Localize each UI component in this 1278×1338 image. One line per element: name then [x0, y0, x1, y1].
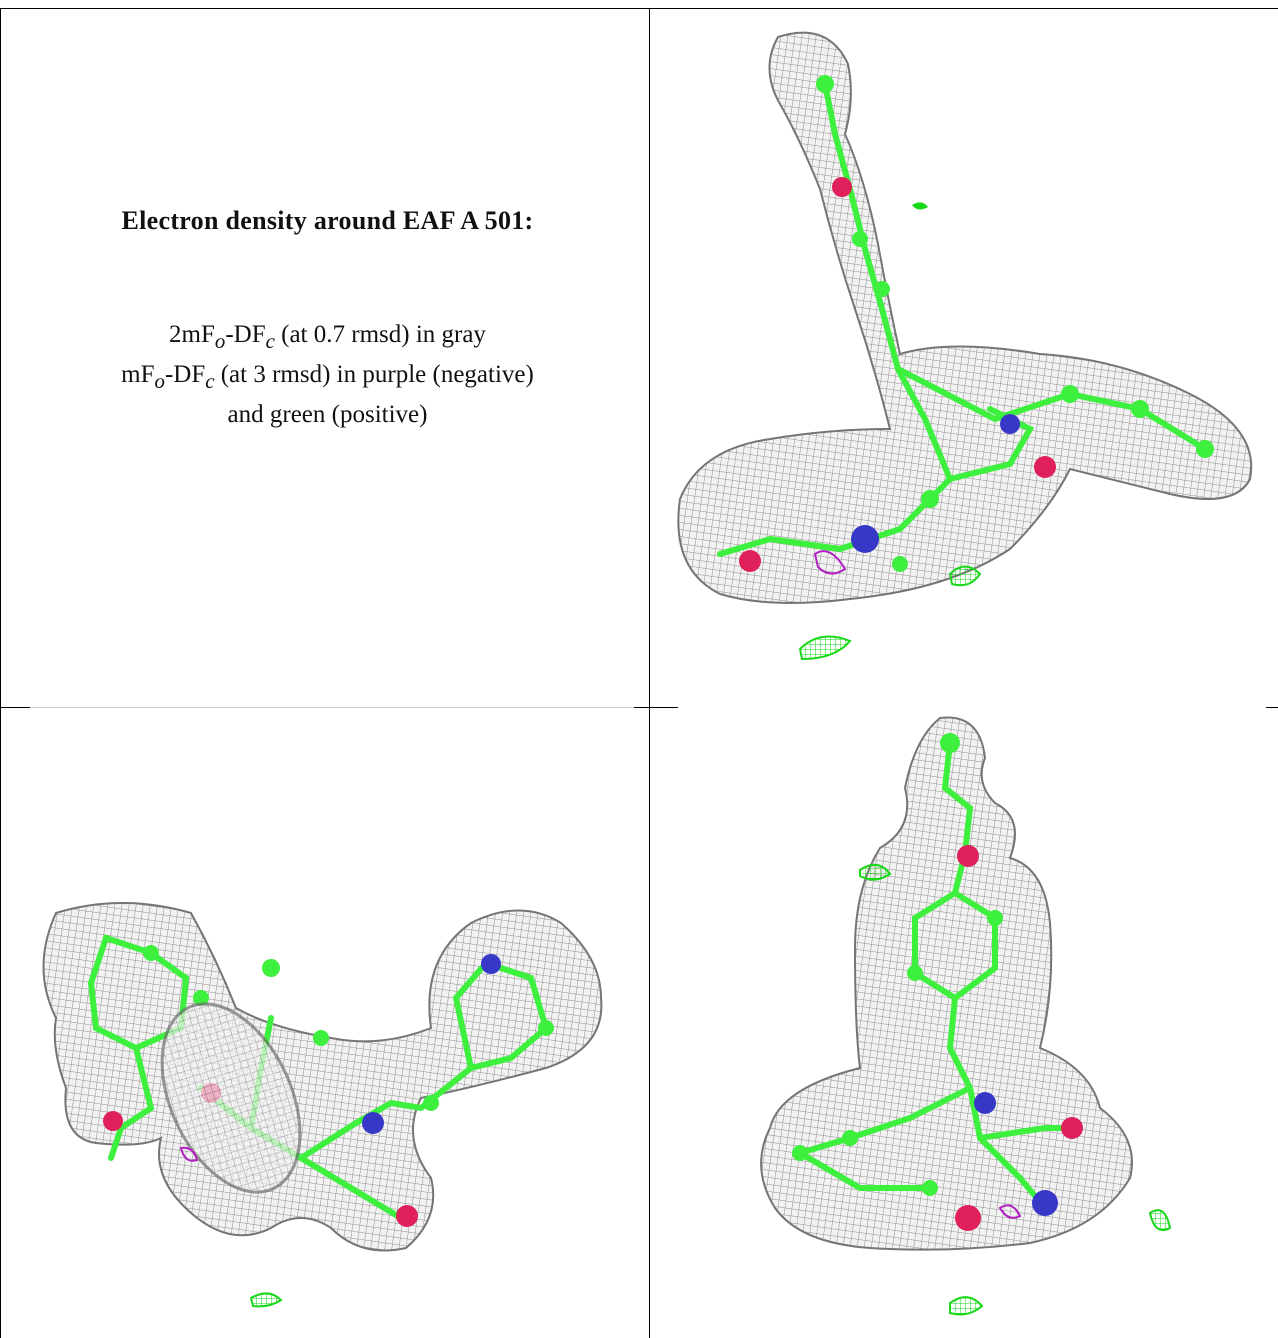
- density-mesh: [760, 716, 1133, 1251]
- atom-carbon: [987, 910, 1003, 926]
- density-view-3: [760, 716, 1172, 1316]
- density-view-2: [42, 902, 603, 1308]
- atom-nitrogen: [974, 1092, 996, 1114]
- ligand-atoms: [792, 733, 1083, 1231]
- density-view-1: [677, 31, 1253, 661]
- negative-blob: [179, 1146, 199, 1162]
- atom-carbon: [792, 1145, 808, 1161]
- legend-line-2fo-fc: 2mFo-DFc (at 0.7 rmsd) in gray: [169, 321, 486, 353]
- density-mesh: [42, 902, 603, 1252]
- dense-overlap: [160, 1002, 302, 1194]
- frame-mid-left: [10, 707, 678, 708]
- frame-mid-tick-right: [1266, 707, 1278, 708]
- positive-blob: [1148, 1209, 1172, 1232]
- frame-top: [0, 8, 1278, 9]
- legend-line-fo-fc: mFo-DFc (at 3 rmsd) in purple (negative): [121, 361, 534, 393]
- atom-carbon: [538, 1020, 554, 1036]
- atom-carbon: [852, 231, 868, 247]
- atom-nitrogen: [1032, 1190, 1058, 1216]
- atom-nitrogen: [851, 525, 879, 553]
- positive-blob: [249, 1292, 283, 1308]
- atom-carbon: [1061, 385, 1079, 403]
- legend-line-positive: and green (positive): [227, 401, 428, 428]
- view-bottom-left: [1, 708, 649, 1338]
- positive-blob: [798, 635, 852, 661]
- atom-carbon: [922, 1180, 938, 1196]
- difference-density-blobs: [798, 202, 982, 661]
- atom-oxygen: [1061, 1117, 1083, 1139]
- positive-blob: [949, 1296, 984, 1316]
- density-mesh: [677, 31, 1253, 604]
- atom-carbon: [892, 556, 908, 572]
- atom-nitrogen: [1000, 414, 1020, 434]
- positive-blob: [859, 863, 892, 881]
- frame-middle: [649, 8, 650, 1338]
- atom-oxygen: [832, 177, 852, 197]
- frame-mid-tick-center: [634, 707, 678, 708]
- atom-carbon: [921, 490, 939, 508]
- atom-oxygen: [739, 550, 761, 572]
- atom-carbon: [1131, 400, 1149, 418]
- positive-blob: [948, 565, 982, 587]
- negative-blob: [998, 1204, 1022, 1219]
- atom-oxygen: [1034, 456, 1056, 478]
- atom-nitrogen: [362, 1112, 384, 1134]
- atom-carbon: [816, 75, 834, 93]
- difference-density-blobs: [179, 1146, 283, 1308]
- atom-oxygen: [396, 1205, 418, 1227]
- atom-carbon: [193, 990, 209, 1006]
- atom-oxygen: [955, 1205, 981, 1231]
- atom-carbon: [1196, 440, 1214, 458]
- atom-carbon: [313, 1030, 329, 1046]
- atom-carbon: [940, 733, 960, 753]
- negative-blob: [813, 550, 847, 575]
- positive-blob: [912, 202, 928, 210]
- caption-legend: 2mFo-DFc (at 0.7 rmsd) in gray mFo-DFc (…: [20, 318, 635, 432]
- frame-left: [0, 8, 1, 1338]
- atom-carbon: [143, 945, 159, 961]
- caption-title: Electron density around EAF A 501:: [121, 206, 534, 235]
- atom-nitrogen: [481, 954, 501, 974]
- ligand-atoms: [739, 75, 1214, 572]
- frame-mid-tick-left: [0, 707, 30, 708]
- view-bottom-right: [650, 708, 1278, 1338]
- atom-oxygen: [957, 845, 979, 867]
- atom-carbon: [842, 1130, 858, 1146]
- atom-carbon: [262, 959, 280, 977]
- ligand-bonds: [792, 740, 1073, 1211]
- atom-carbon: [874, 281, 890, 297]
- atom-carbon: [423, 1095, 439, 1111]
- view-top-right: [650, 9, 1278, 707]
- atom-oxygen: [103, 1111, 123, 1131]
- difference-density-blobs: [859, 863, 1172, 1316]
- atom-carbon: [907, 965, 923, 981]
